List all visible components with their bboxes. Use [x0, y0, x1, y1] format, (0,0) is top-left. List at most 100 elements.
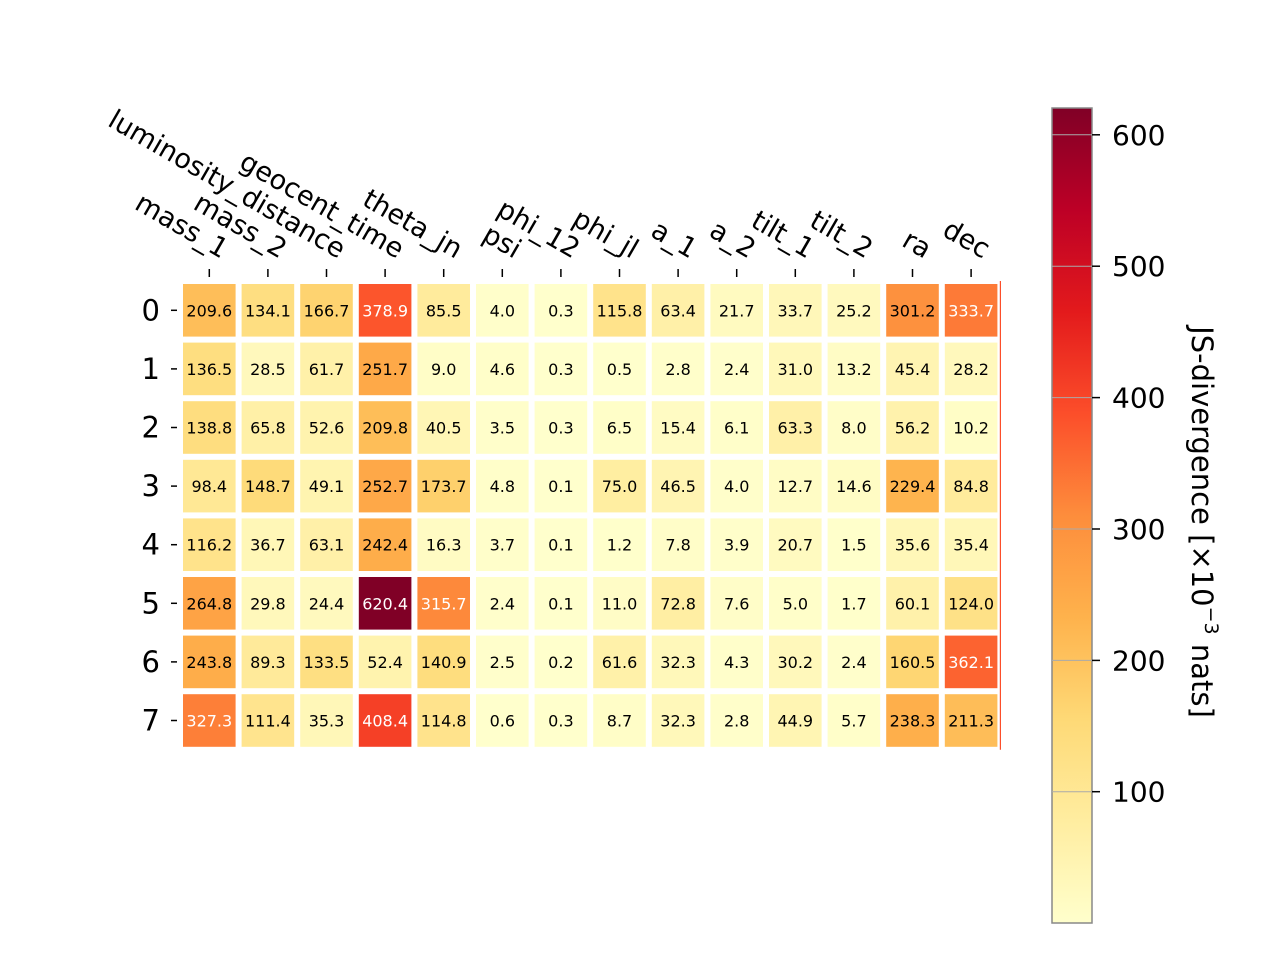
cell-value-label-r5-c9: 7.6 — [724, 594, 749, 613]
heatmap-cell-r6-c8 — [651, 635, 705, 689]
y-tick-label-7: 7 — [142, 704, 160, 738]
heatmap-cell-r6-c4 — [417, 635, 470, 689]
cell-value-label-r6-c13: 362.1 — [948, 653, 994, 672]
cell-value-label-r0-c9: 21.7 — [719, 301, 755, 320]
cell-value-label-r1-c2: 61.7 — [309, 360, 345, 379]
cell-value-label-r1-c3: 251.7 — [362, 360, 408, 379]
cell-value-label-r2-c1: 65.8 — [250, 419, 286, 438]
heatmap-cell-r1-c11 — [827, 342, 881, 396]
heatmap-cell-r1-c9 — [710, 342, 763, 396]
x-tick-label-10: tilt_1 — [746, 205, 819, 265]
cell-value-label-r5-c7: 11.0 — [602, 594, 638, 613]
colorbar-tick-label-1: 200 — [1112, 644, 1165, 677]
heatmap-cell-r7-c4 — [417, 694, 470, 747]
heatmap-cell-r1-c3 — [358, 342, 412, 396]
cell-value-label-r0-c7: 115.8 — [597, 301, 643, 320]
colorbar-ticks: 100 200 300 400 500 600 — [1052, 119, 1165, 809]
heatmap-cell-r1-c1 — [241, 342, 295, 396]
cell-value-label-r0-c6: 0.3 — [548, 301, 573, 320]
cell-value-label-r3-c10: 12.7 — [777, 477, 813, 496]
heatmap-cell-r1-c10 — [769, 342, 822, 396]
cell-value-label-r2-c12: 56.2 — [895, 419, 931, 438]
cell-value-label-r1-c9: 2.4 — [724, 360, 749, 379]
cell-value-label-r5-c8: 72.8 — [660, 594, 696, 613]
cell-value-label-r1-c11: 13.2 — [836, 360, 872, 379]
heatmap-cell-r2-c5 — [476, 401, 529, 454]
heatmap-cell-r5-c10 — [769, 577, 822, 630]
cell-value-label-r1-c12: 45.4 — [895, 360, 931, 379]
y-tick-label-5: 5 — [142, 586, 160, 620]
cell-value-label-r2-c2: 52.6 — [309, 419, 345, 438]
heatmap-cell-r3-c12 — [886, 459, 939, 513]
cell-value-label-r7-c10: 44.9 — [777, 712, 813, 731]
cell-value-label-r7-c6: 0.3 — [548, 712, 573, 731]
heatmap-cell-r0-c12 — [886, 284, 939, 337]
cell-value-label-r3-c5: 4.8 — [490, 477, 515, 496]
heatmap-cell-r1-c13 — [944, 342, 998, 396]
cell-value-label-r6-c12: 160.5 — [890, 653, 936, 672]
x-tick-label-8: a_1 — [646, 215, 702, 265]
cell-value-label-r2-c5: 3.5 — [490, 419, 515, 438]
heatmap-cell-r4-c7 — [593, 518, 646, 571]
cell-value-label-r7-c5: 0.6 — [490, 712, 515, 731]
cell-value-label-r6-c6: 0.2 — [548, 653, 573, 672]
heatmap-cell-r0-c13 — [944, 284, 998, 337]
cell-value-label-r4-c10: 20.7 — [777, 536, 813, 555]
y-tick-label-2: 2 — [142, 411, 160, 445]
cell-value-label-r1-c1: 28.5 — [250, 360, 286, 379]
y-tick-label-4: 4 — [142, 528, 160, 562]
heatmap-cell-r5-c0 — [183, 577, 236, 630]
colorbar-label-suffix: nats] — [1185, 635, 1219, 718]
heatmap-cell-r7-c0 — [183, 694, 236, 747]
heatmap-cell-r5-c7 — [593, 577, 646, 630]
heatmap-cell-r7-c11 — [827, 694, 881, 747]
heatmap-cell-r3-c7 — [593, 459, 646, 513]
cell-value-label-r2-c3: 209.8 — [362, 419, 408, 438]
cell-value-label-r0-c10: 33.7 — [777, 301, 813, 320]
cell-value-label-r7-c8: 32.3 — [660, 712, 696, 731]
colorbar-tick-label-0: 100 — [1112, 776, 1165, 809]
cell-value-label-r1-c0: 136.5 — [186, 360, 232, 379]
heatmap-cell-r3-c2 — [300, 459, 353, 513]
heatmap-cell-r6-c3 — [358, 635, 412, 689]
heatmap-cell-r1-c6 — [534, 342, 588, 396]
cell-value-label-r1-c8: 2.8 — [665, 360, 690, 379]
heatmap-cell-r5-c4 — [417, 577, 470, 630]
heatmap-cell-r3-c6 — [534, 459, 588, 513]
cell-value-label-r4-c4: 16.3 — [426, 536, 462, 555]
heatmap-cell-r6-c10 — [769, 635, 822, 689]
heatmap-cell-r4-c8 — [651, 518, 705, 571]
heatmap-cell-r3-c11 — [827, 459, 881, 513]
cell-value-label-r4-c2: 63.1 — [309, 536, 345, 555]
heatmap-cell-r4-c12 — [886, 518, 939, 571]
heatmap-cell-r2-c2 — [300, 401, 353, 454]
heatmap-cell-r4-c3 — [358, 518, 412, 571]
cell-value-label-r5-c13: 124.0 — [948, 594, 994, 613]
cell-value-label-r0-c5: 4.0 — [490, 301, 515, 320]
heatmap-cell-r5-c9 — [710, 577, 763, 630]
heatmap-cell-r0-c1 — [241, 284, 295, 337]
heatmap-cell-r3-c5 — [476, 459, 529, 513]
cell-value-label-r0-c0: 209.6 — [186, 301, 232, 320]
cell-value-label-r2-c4: 40.5 — [426, 419, 462, 438]
y-tick-label-0: 0 — [142, 293, 160, 327]
heatmap-cell-r4-c2 — [300, 518, 353, 571]
cell-value-label-r0-c1: 134.1 — [245, 301, 291, 320]
cell-value-label-r7-c12: 238.3 — [890, 712, 936, 731]
heatmap-cell-r0-c5 — [476, 284, 529, 337]
heatmap-cell-r3-c10 — [769, 459, 822, 513]
cell-value-label-r6-c1: 89.3 — [250, 653, 286, 672]
cell-value-label-r0-c4: 85.5 — [426, 301, 462, 320]
cell-value-label-r3-c13: 84.8 — [953, 477, 989, 496]
cell-value-label-r4-c1: 36.7 — [250, 536, 286, 555]
cell-value-label-r5-c6: 0.1 — [548, 594, 573, 613]
heatmap-cell-r7-c5 — [476, 694, 529, 747]
heatmap-cell-r5-c6 — [534, 577, 588, 630]
y-tick-label-1: 1 — [142, 352, 160, 386]
cell-value-label-r1-c10: 31.0 — [777, 360, 813, 379]
x-tick-label-7: phi_jl — [567, 203, 643, 265]
cell-value-label-r4-c0: 116.2 — [186, 536, 232, 555]
heatmap-cell-r7-c13 — [944, 694, 998, 747]
heatmap-cell-r0-c4 — [417, 284, 470, 337]
